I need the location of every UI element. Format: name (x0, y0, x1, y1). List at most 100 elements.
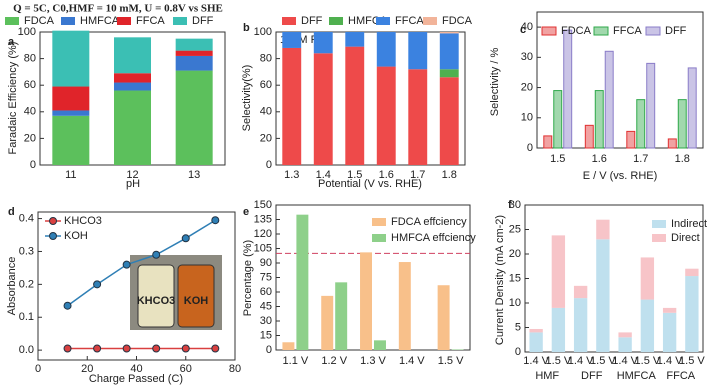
bar (282, 342, 295, 350)
legend-swatch (173, 17, 187, 25)
y-tick-label: 120 (254, 228, 272, 240)
plot-frame (275, 31, 466, 166)
bar-segment (439, 69, 459, 78)
x-tick-label: 1.5 V (546, 355, 572, 367)
legend-label: FDCA effciency (391, 216, 467, 228)
bar-segment (439, 32, 459, 34)
bar-segment (640, 257, 655, 300)
bar-segment (551, 235, 566, 308)
y-tick-label: 0 (266, 159, 272, 171)
x-tick-label: 40 (130, 363, 142, 375)
y-tick-label: 0.1 (19, 311, 34, 323)
point (63, 344, 72, 353)
bar-segment (114, 37, 151, 74)
legend-label: Direct (671, 232, 700, 244)
bar (543, 135, 553, 149)
x-tick-label: 1.1 V (283, 355, 309, 367)
legend-swatch (645, 26, 661, 36)
x-tick-label: 1.5 V (679, 355, 705, 367)
legend-label: HMFCA effciency (391, 232, 476, 244)
bar-segment (685, 276, 699, 352)
legend-swatch (282, 17, 296, 25)
bar-segment (685, 268, 699, 277)
y-tick-label: 60 (260, 79, 272, 91)
y-tick-label: 20 (521, 81, 533, 93)
bar-segment (345, 32, 365, 47)
y-tick-label: 80 (24, 53, 36, 65)
group-label: DFF (581, 370, 603, 382)
y-axis-label: Absorbance (6, 257, 18, 316)
x-axis-label: E / V (vs. RHE) (583, 170, 658, 182)
y-tick-label: 0.3 (19, 245, 34, 257)
y-tick-label: 0.2 (19, 278, 34, 290)
legend-swatch (652, 220, 666, 228)
legend-label: DFF (192, 15, 214, 27)
x-tick-label: 1.2 V (321, 355, 347, 367)
y-tick-label: 15 (260, 329, 272, 341)
panel-letter: b (243, 22, 250, 34)
bar-segment (52, 30, 90, 87)
x-tick-label: 80 (229, 363, 241, 375)
bar-segment (618, 332, 632, 338)
x-tick-label: 1.5 V (438, 355, 464, 367)
point (181, 234, 190, 243)
legend-swatch (593, 26, 609, 36)
point (152, 344, 161, 353)
y-tick-label: 100 (18, 26, 36, 38)
legend-marker (49, 217, 57, 225)
panel-letter: e (243, 206, 249, 218)
panel-letter: a (8, 36, 15, 48)
legend-label: FDCA (561, 25, 592, 37)
y-tick-label: 150 (254, 199, 272, 211)
bar-segment (596, 239, 610, 352)
point (93, 280, 102, 289)
bar-segment (662, 312, 677, 352)
y-axis-label: Percentage (%) (242, 240, 254, 316)
bar (667, 138, 677, 149)
bar (553, 90, 563, 149)
y-tick-label: 10 (509, 297, 521, 309)
x-tick-label: 1.5 V (590, 355, 616, 367)
bar-segment (282, 47, 302, 165)
bar (321, 295, 334, 350)
x-tick-label: 1.8 (442, 169, 457, 181)
point (63, 301, 72, 310)
legend-label: FFCA (395, 15, 424, 27)
bar-segment (439, 77, 459, 165)
bar (594, 90, 604, 149)
y-tick-label: 20 (24, 132, 36, 144)
x-tick-label: 20 (81, 363, 93, 375)
panel-letter: c (520, 24, 526, 36)
y-axis-label: Faradaic Efficiency (%) (7, 42, 19, 155)
x-tick-label: 12 (126, 169, 138, 181)
legend-label: FDCA (442, 15, 473, 27)
y-tick-label: 105 (254, 242, 272, 254)
bar-segment (114, 73, 151, 83)
x-tick-label: 1.5 V (635, 355, 661, 367)
legend-label: KOH (64, 230, 88, 242)
point (122, 260, 131, 269)
legend-swatch (541, 26, 557, 36)
bar (296, 214, 309, 350)
bar-segment (313, 32, 333, 54)
x-tick-label: 1.6 (379, 169, 394, 181)
bar-segment (282, 32, 302, 48)
group-label: HMF (535, 370, 559, 382)
legend-swatch (329, 17, 343, 25)
legend-swatch (5, 17, 19, 25)
legend-swatch (372, 218, 386, 226)
x-tick-label: 1.3 V (360, 355, 386, 367)
y-tick-label: 0.4 (19, 212, 34, 224)
point (181, 344, 190, 353)
y-tick-label: 15 (509, 272, 521, 284)
legend-swatch (61, 17, 75, 25)
y-tick-label: 0 (30, 159, 36, 171)
y-tick-label: 0 (527, 142, 533, 154)
legend-swatch (372, 234, 386, 242)
legend-label: FFCA (613, 25, 642, 37)
legend-label: HMFCA (80, 15, 120, 27)
bar (646, 62, 656, 149)
x-tick-label: 1.7 (410, 169, 425, 181)
x-tick-label: 60 (180, 363, 192, 375)
